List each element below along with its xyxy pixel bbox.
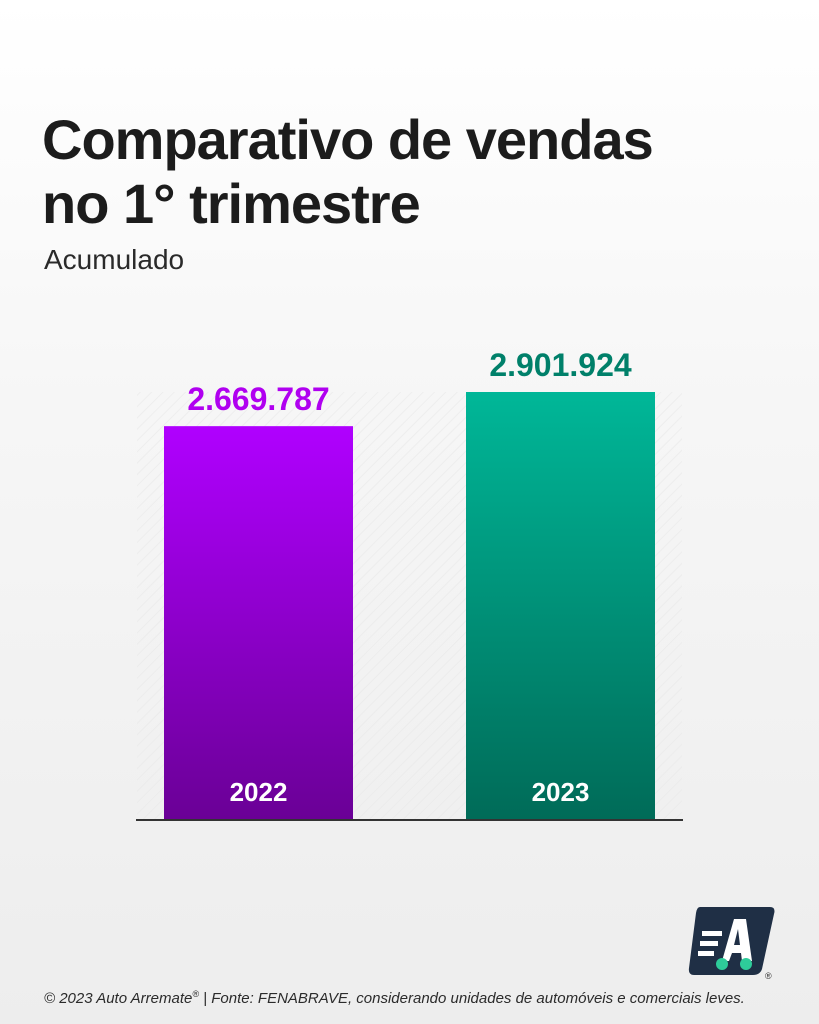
category-label-2023: 2023 <box>532 777 590 807</box>
brand-logo-icon: ® <box>688 907 775 981</box>
logo-speed-line-3 <box>698 951 714 956</box>
logo-wheel-right <box>740 958 752 970</box>
bar-2022 <box>164 426 353 819</box>
chart-subtitle: Acumulado <box>44 244 185 275</box>
category-label-2022: 2022 <box>230 777 288 807</box>
footer-source: | Fonte: FENABRAVE, considerando unidade… <box>199 990 745 1007</box>
title-line-1: Comparativo de vendas <box>42 108 654 171</box>
footer-registered-mark: ® <box>192 989 199 999</box>
logo-letter-a <box>722 919 752 961</box>
title-line-2: no 1° trimestre <box>42 172 421 235</box>
bars-group: 2.669.787 2022 2.901.924 2023 <box>164 347 655 819</box>
logo-registered-mark: ® <box>765 971 772 981</box>
value-label-2022: 2.669.787 <box>187 381 329 417</box>
bar-2023 <box>466 392 655 819</box>
footer-credits: © 2023 Auto Arremate® | Fonte: FENABRAVE… <box>44 989 804 1007</box>
logo-wheel-left <box>716 958 728 970</box>
logo-speed-line-1 <box>702 931 722 936</box>
page-title: Comparativo de vendas no 1° trimestre <box>42 108 782 236</box>
logo-speed-line-2 <box>700 941 718 946</box>
footer-copyright: © 2023 Auto Arremate <box>44 990 193 1007</box>
value-label-2023: 2.901.924 <box>489 347 632 383</box>
